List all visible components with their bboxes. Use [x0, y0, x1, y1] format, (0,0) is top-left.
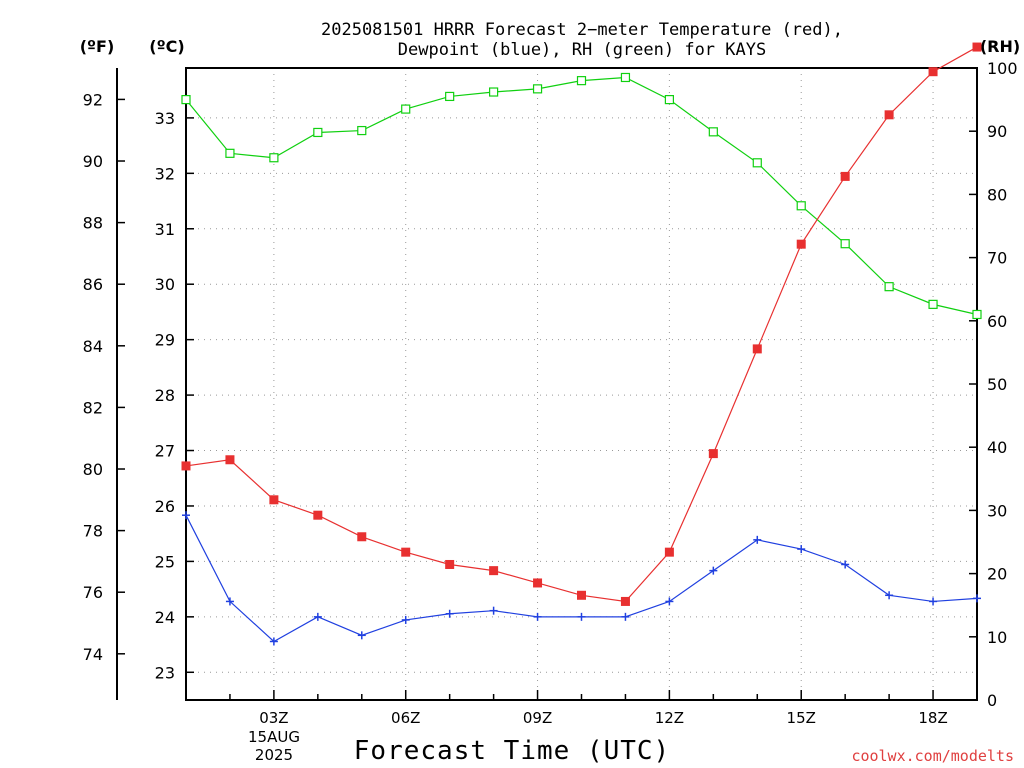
x-date-label-1: 15AUG — [248, 728, 300, 746]
rh-point — [664, 94, 674, 105]
fahrenheit-axis-unit: (ºF) — [80, 37, 115, 56]
rh-point — [708, 127, 718, 137]
temperature-line — [185, 46, 978, 603]
fahrenheit-tick-label: 84 — [83, 337, 103, 356]
rh-tick-label: 30 — [987, 501, 1007, 520]
rh-tick-label: 90 — [987, 122, 1007, 141]
fahrenheit-ticks: 74 76 78 80 82 84 86 88 90 92 — [83, 90, 125, 664]
rh-point — [489, 87, 499, 97]
celsius-ticks: 23 24 25 26 27 28 29 30 31 32 33 — [155, 109, 194, 682]
fahrenheit-tick-label: 76 — [83, 583, 103, 602]
rh-tick-label: 10 — [987, 628, 1007, 647]
celsius-tick-label: 25 — [155, 552, 175, 571]
fahrenheit-tick-label: 82 — [83, 398, 103, 417]
rh-point — [181, 94, 191, 105]
temperature-point — [840, 171, 850, 181]
x-axis-title: Forecast Time (UTC) — [354, 736, 670, 766]
rh-axis-unit: (RH) — [980, 37, 1020, 56]
temperature-point — [401, 547, 411, 557]
grid-lines — [186, 68, 977, 700]
temperature-point — [313, 510, 323, 520]
celsius-tick-label: 27 — [155, 442, 175, 461]
rh-point — [225, 148, 235, 158]
plot-frame — [185, 67, 978, 701]
rh-point — [840, 239, 850, 249]
rh-point — [357, 125, 367, 136]
series-temperature — [181, 42, 982, 606]
temperature-point — [225, 455, 235, 465]
temperature-point — [752, 344, 762, 354]
x-tick-label: 12Z — [655, 709, 684, 727]
series-dewpoint — [182, 511, 981, 646]
celsius-tick-label: 29 — [155, 331, 175, 350]
temperature-point — [664, 547, 674, 557]
rh-point — [269, 153, 279, 163]
rh-point — [928, 299, 938, 309]
dewpoint-line — [185, 514, 978, 643]
rh-point — [576, 76, 587, 86]
rh-ticks: 0 10 20 30 40 50 60 70 80 90 100 — [969, 59, 1018, 710]
temperature-point — [928, 67, 938, 77]
temperature-point — [357, 532, 367, 542]
temperature-point — [181, 461, 191, 471]
temperature-point — [620, 596, 630, 606]
rh-line — [185, 76, 978, 316]
celsius-tick-label: 24 — [155, 608, 175, 627]
temperature-point — [445, 559, 455, 569]
x-ticks: 03Z 06Z 09Z 12Z 15Z 18Z — [185, 690, 978, 727]
fahrenheit-tick-label: 80 — [83, 460, 103, 479]
fahrenheit-tick-label: 88 — [83, 214, 103, 233]
rh-point — [532, 84, 543, 94]
rh-tick-label: 40 — [987, 438, 1007, 457]
temperature-point — [796, 239, 806, 249]
celsius-tick-label: 31 — [155, 220, 175, 239]
chart-title-line1: 2025081501 HRRR Forecast 2−meter Tempera… — [321, 20, 843, 40]
rh-tick-label: 20 — [987, 565, 1007, 584]
temperature-point — [489, 566, 499, 576]
rh-tick-label: 60 — [987, 312, 1007, 331]
rh-tick-label: 80 — [987, 185, 1007, 204]
fahrenheit-tick-label: 86 — [83, 275, 103, 294]
rh-point — [796, 201, 806, 211]
celsius-tick-label: 30 — [155, 275, 175, 294]
rh-point — [445, 91, 455, 102]
rh-point — [313, 127, 323, 138]
temperature-point — [577, 590, 586, 600]
fahrenheit-tick-label: 78 — [83, 522, 103, 541]
rh-tick-label: 100 — [987, 59, 1018, 78]
temperature-point — [533, 578, 543, 588]
rh-tick-label: 50 — [987, 375, 1007, 394]
fahrenheit-tick-label: 92 — [83, 90, 103, 109]
temperature-point — [972, 42, 982, 52]
rh-point — [972, 309, 982, 320]
celsius-tick-label: 23 — [155, 663, 175, 682]
fahrenheit-tick-label: 90 — [83, 152, 103, 171]
rh-point — [884, 282, 894, 292]
x-tick-label: 18Z — [918, 709, 947, 727]
celsius-tick-label: 26 — [155, 497, 175, 516]
x-tick-label: 06Z — [391, 709, 420, 727]
temperature-point — [269, 495, 279, 505]
temperature-point — [884, 110, 894, 120]
rh-tick-label: 0 — [987, 691, 997, 710]
chart-title-line2: Dewpoint (blue), RH (green) for KAYS — [398, 40, 766, 60]
rh-point — [401, 104, 411, 114]
series-rh — [181, 72, 982, 320]
celsius-axis-unit: (ºC) — [149, 37, 184, 56]
x-tick-label: 15Z — [787, 709, 816, 727]
x-date-label-2: 2025 — [255, 746, 293, 764]
celsius-tick-label: 28 — [155, 386, 175, 405]
x-tick-label: 09Z — [523, 709, 552, 727]
celsius-tick-label: 32 — [155, 164, 175, 183]
x-tick-label: 03Z — [259, 709, 288, 727]
rh-point — [620, 72, 631, 83]
fahrenheit-tick-label: 74 — [83, 645, 103, 664]
credit-text: coolwx.com/modelts — [851, 747, 1014, 765]
rh-point — [752, 158, 762, 168]
rh-tick-label: 70 — [987, 249, 1007, 268]
temperature-point — [708, 449, 718, 459]
celsius-tick-label: 33 — [155, 109, 175, 128]
